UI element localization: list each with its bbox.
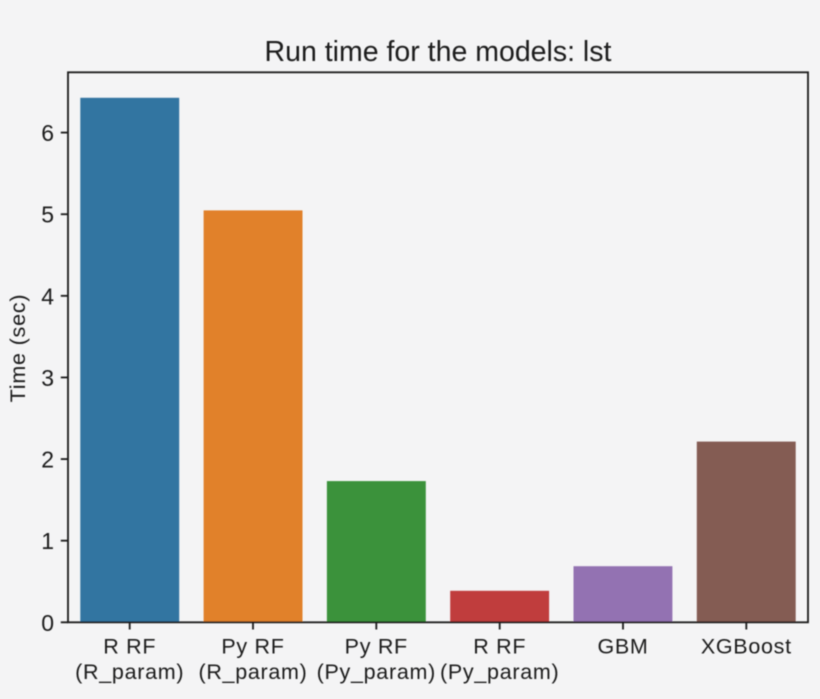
- svg-text:R RF: R RF: [103, 635, 156, 659]
- svg-text:Py RF: Py RF: [345, 635, 408, 659]
- svg-text:R RF: R RF: [473, 635, 526, 659]
- svg-text:5: 5: [41, 202, 54, 228]
- svg-text:(R_param): (R_param): [198, 660, 307, 684]
- svg-text:1: 1: [41, 528, 54, 554]
- svg-text:(Py_param): (Py_param): [317, 660, 436, 684]
- svg-text:GBM: GBM: [597, 635, 648, 659]
- svg-text:Time (sec): Time (sec): [6, 294, 30, 403]
- svg-text:Py RF: Py RF: [221, 635, 284, 659]
- svg-text:Run time for the models: lst: Run time for the models: lst: [265, 36, 612, 68]
- svg-text:3: 3: [41, 365, 54, 391]
- svg-text:0: 0: [41, 610, 54, 636]
- svg-text:2: 2: [41, 447, 54, 473]
- svg-text:6: 6: [41, 120, 54, 146]
- svg-text:(R_param): (R_param): [75, 660, 184, 684]
- svg-text:XGBoost: XGBoost: [701, 635, 792, 659]
- svg-text:4: 4: [41, 283, 54, 309]
- svg-text:(Py_param): (Py_param): [440, 660, 559, 684]
